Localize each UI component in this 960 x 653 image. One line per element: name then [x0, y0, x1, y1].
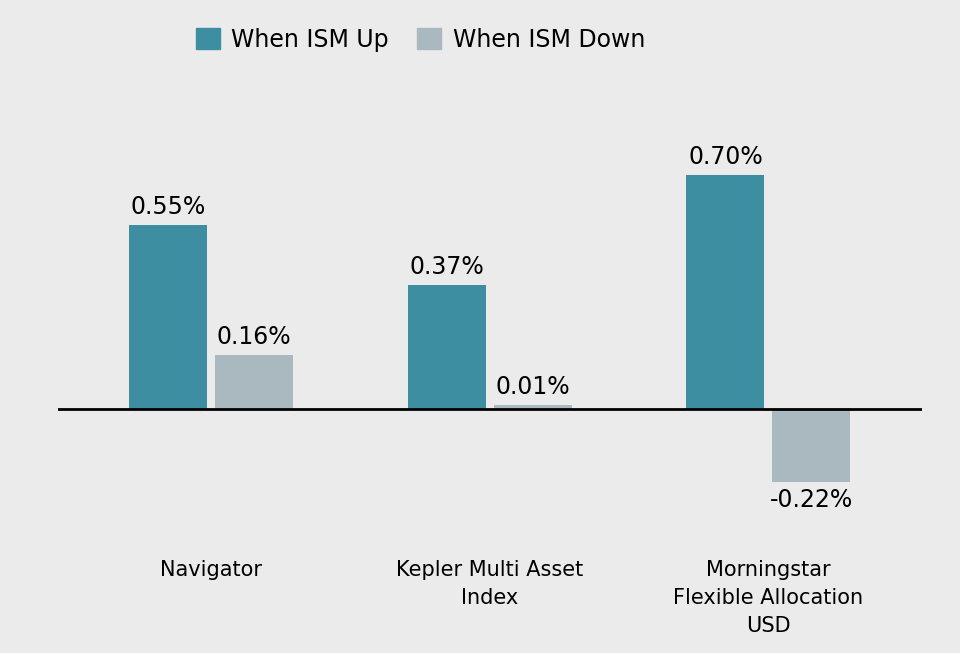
- Text: 0.37%: 0.37%: [409, 255, 484, 279]
- Bar: [686, 175, 764, 409]
- Bar: [408, 285, 486, 409]
- Legend: When ISM Up, When ISM Down: When ISM Up, When ISM Down: [196, 27, 645, 52]
- Bar: [215, 355, 293, 409]
- Bar: [129, 225, 207, 409]
- Text: 0.16%: 0.16%: [217, 325, 291, 349]
- Bar: [493, 406, 571, 409]
- Bar: [772, 409, 851, 482]
- Text: -0.22%: -0.22%: [770, 488, 852, 512]
- Text: 0.01%: 0.01%: [495, 375, 570, 399]
- Text: 0.55%: 0.55%: [131, 195, 205, 219]
- Text: 0.70%: 0.70%: [688, 145, 763, 169]
